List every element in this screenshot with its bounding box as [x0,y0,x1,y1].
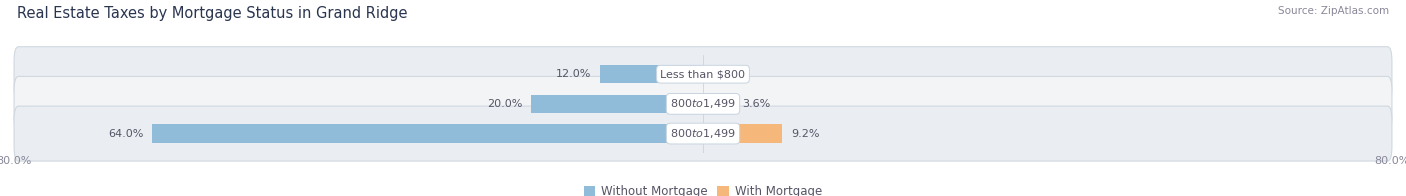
Legend: Without Mortgage, With Mortgage: Without Mortgage, With Mortgage [583,185,823,196]
Text: 9.2%: 9.2% [790,129,820,139]
FancyBboxPatch shape [14,76,1392,131]
FancyBboxPatch shape [14,47,1392,102]
Bar [599,65,703,83]
Text: Real Estate Taxes by Mortgage Status in Grand Ridge: Real Estate Taxes by Mortgage Status in … [17,6,408,21]
Text: 20.0%: 20.0% [486,99,522,109]
FancyBboxPatch shape [14,106,1392,161]
Text: 0.0%: 0.0% [711,69,740,79]
Text: 3.6%: 3.6% [742,99,770,109]
Bar [703,124,782,143]
Text: $800 to $1,499: $800 to $1,499 [671,97,735,110]
Bar [531,95,703,113]
Text: Source: ZipAtlas.com: Source: ZipAtlas.com [1278,6,1389,16]
Text: Less than $800: Less than $800 [661,69,745,79]
Text: 12.0%: 12.0% [555,69,591,79]
Text: 64.0%: 64.0% [108,129,143,139]
Bar [703,95,734,113]
Text: $800 to $1,499: $800 to $1,499 [671,127,735,140]
Bar [152,124,703,143]
